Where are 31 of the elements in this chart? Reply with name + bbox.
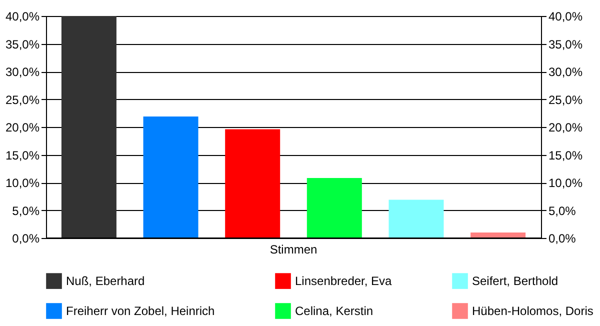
y-tick-label: 10,0% [5,176,40,190]
legend-label: Nuß, Eberhard [66,274,145,288]
legend-label: Hüben-Holomos, Doris [472,304,594,318]
legend-label: Freiherr von Zobel, Heinrich [66,304,215,318]
y-tick-label: 5,0% [12,204,40,218]
text: 30,0% [548,65,583,79]
text: 5,0% [548,204,576,218]
legend-label: Linsenbreder, Eva [295,274,392,288]
x-tick-label: Stimmen [270,242,318,256]
bar [306,178,362,238]
text: 25,0% [548,92,583,107]
bar [61,16,116,238]
text: 40,0% [548,10,583,24]
bar [143,116,198,238]
y-tick-label: 20,0% [5,120,40,134]
text: 15,0% [548,148,583,162]
text: 20,0% [548,120,583,134]
text: 10,0% [548,176,583,190]
bar [470,232,526,238]
text: 35,0% [548,37,583,52]
y-tick-label: 25,0% [5,92,40,107]
text: 0,0% [548,232,576,246]
y-tick-label: 40,0% [5,10,40,24]
y-tick-label: 35,0% [5,37,40,52]
y-tick-label: 30,0% [5,65,40,79]
legend-label: Seifert, Berthold [472,274,558,288]
bar [388,200,444,238]
legend-label: Celina, Kerstin [295,304,374,318]
y-tick-label: 0,0% [12,232,40,246]
bar [225,129,280,238]
y-tick-label: 15,0% [5,148,40,162]
